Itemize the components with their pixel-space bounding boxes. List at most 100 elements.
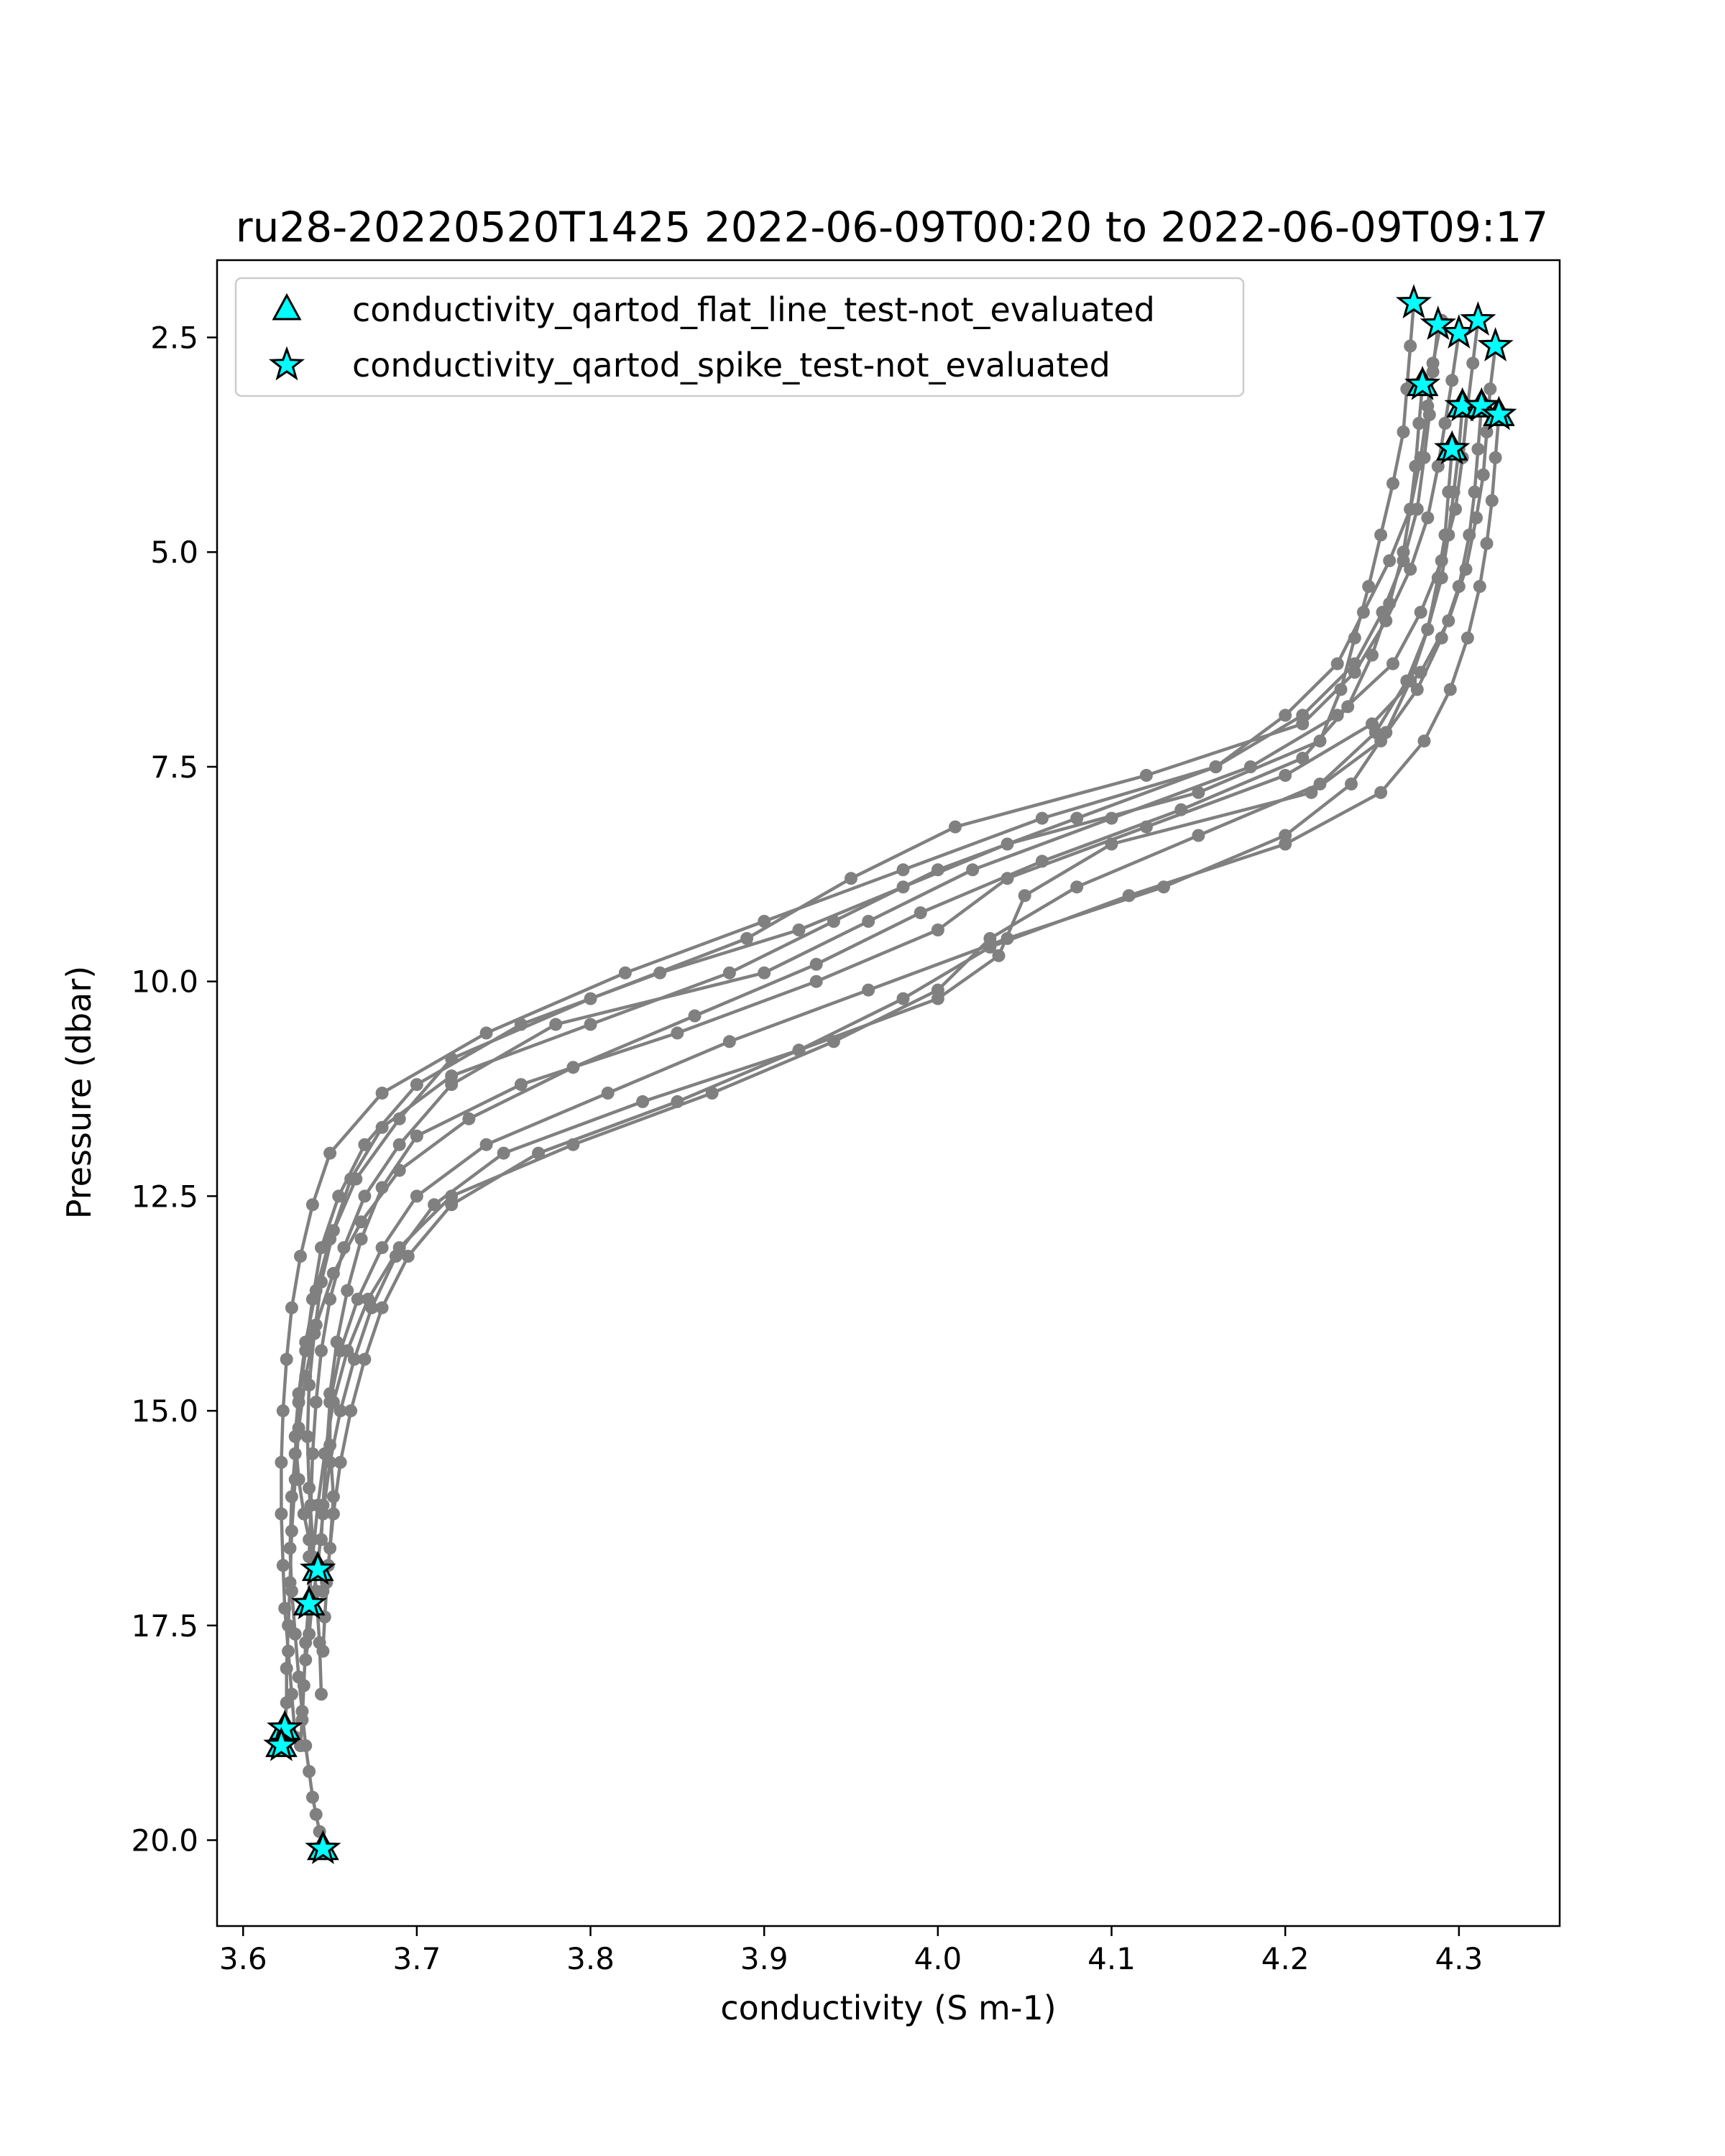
data-point xyxy=(792,923,806,936)
spike-flag-marker xyxy=(1434,430,1471,465)
data-point xyxy=(315,1344,328,1358)
data-point xyxy=(862,915,875,928)
data-point xyxy=(375,1241,389,1255)
profile-line-4 xyxy=(307,320,1480,1604)
data-point xyxy=(1445,374,1459,387)
data-point xyxy=(354,1215,368,1229)
data-point xyxy=(410,1189,423,1203)
x-tick-label: 3.7 xyxy=(393,1941,441,1976)
data-point xyxy=(1018,889,1031,903)
data-point xyxy=(566,1061,580,1074)
data-point xyxy=(1421,511,1435,525)
data-point xyxy=(1330,657,1344,671)
data-point xyxy=(862,983,875,997)
x-tick-label: 4.3 xyxy=(1435,1941,1483,1976)
data-point xyxy=(344,1172,358,1186)
legend-items: conductivity_qartod_flat_line_test-not_e… xyxy=(268,290,1155,384)
data-point xyxy=(896,992,910,1005)
x-tick-label: 4.2 xyxy=(1261,1941,1310,1976)
data-point xyxy=(428,1198,441,1212)
spike-flag-marker xyxy=(263,1726,300,1761)
data-point xyxy=(299,1653,313,1667)
data-point xyxy=(313,1636,326,1649)
data-point xyxy=(1422,408,1436,422)
data-point xyxy=(1330,709,1344,722)
data-point xyxy=(323,1146,337,1160)
data-point xyxy=(316,1498,330,1512)
data-point xyxy=(292,1422,305,1434)
data-point xyxy=(1379,726,1393,740)
x-tick-label: 3.8 xyxy=(566,1941,615,1976)
data-point xyxy=(445,1052,459,1066)
legend-star-icon xyxy=(268,346,305,381)
data-point xyxy=(896,863,910,877)
data-point xyxy=(1105,811,1118,825)
x-axis-label: conductivity (S m-1) xyxy=(720,1989,1056,2027)
data-point xyxy=(1417,734,1431,748)
data-point xyxy=(479,1026,493,1040)
data-point xyxy=(347,1353,361,1366)
data-point xyxy=(1431,571,1445,585)
legend-box xyxy=(234,277,1245,397)
data-point xyxy=(758,915,771,928)
data-point xyxy=(549,1018,563,1031)
data-point xyxy=(326,1266,340,1280)
data-point xyxy=(375,1301,389,1314)
chart-title: ru28-20220520T1425 2022-06-09T00:20 to 2… xyxy=(236,203,1548,252)
data-point xyxy=(288,1473,302,1486)
data-point xyxy=(1412,417,1426,430)
data-point xyxy=(1366,648,1379,662)
spike-flag-marker xyxy=(290,1585,328,1620)
data-point xyxy=(1397,425,1410,438)
data-point xyxy=(297,1679,310,1692)
data-point xyxy=(914,906,927,920)
data-point xyxy=(1035,854,1049,868)
data-point xyxy=(392,1138,406,1151)
data-point xyxy=(315,1687,328,1701)
data-point xyxy=(1139,768,1153,782)
data-point xyxy=(1476,468,1490,482)
data-point xyxy=(401,1250,415,1263)
data-point xyxy=(410,1078,423,1092)
data-point xyxy=(351,1292,364,1306)
data-point xyxy=(344,1404,358,1418)
data-point xyxy=(1296,752,1310,765)
y-axis-ticks: 2.5 5.0 7.5 10.0 12.5 15.0 17.5 20.0 xyxy=(131,321,217,1858)
data-point xyxy=(1442,485,1455,499)
data-point xyxy=(462,1112,476,1125)
data-point xyxy=(671,1095,684,1108)
y-tick-label: 17.5 xyxy=(131,1608,198,1644)
y-tick-label: 12.5 xyxy=(131,1179,198,1214)
x-tick-label: 4.0 xyxy=(914,1941,962,1976)
spike-flag-marker xyxy=(1404,365,1441,400)
y-axis-label: Pressure (dbar) xyxy=(60,966,98,1219)
data-point xyxy=(809,975,823,988)
data-point xyxy=(1157,880,1170,894)
spike-flag-marker xyxy=(1481,395,1517,430)
data-point xyxy=(1070,880,1084,894)
data-point xyxy=(636,1095,650,1108)
data-point xyxy=(827,915,840,928)
data-point xyxy=(1414,605,1427,619)
data-point xyxy=(1374,528,1388,542)
data-point xyxy=(1341,700,1355,714)
data-point xyxy=(1397,554,1410,568)
data-point xyxy=(305,1790,319,1804)
data-point xyxy=(341,1284,354,1297)
profile-line-11 xyxy=(305,324,1440,1695)
data-point xyxy=(358,1189,372,1203)
spike-flag-marker xyxy=(1460,301,1496,336)
data-point xyxy=(1192,829,1205,842)
data-point xyxy=(758,966,771,980)
data-point xyxy=(280,1662,293,1675)
spike-flag-marker xyxy=(299,1550,336,1585)
data-point xyxy=(280,1696,293,1710)
data-point xyxy=(1334,683,1348,696)
data-point xyxy=(308,1327,321,1340)
data-point xyxy=(1105,837,1118,851)
data-point xyxy=(1452,580,1466,593)
profile-line-9 xyxy=(321,414,1501,1651)
profile-line-3 xyxy=(293,333,1461,1570)
data-point xyxy=(809,957,823,971)
data-point xyxy=(334,1404,347,1418)
